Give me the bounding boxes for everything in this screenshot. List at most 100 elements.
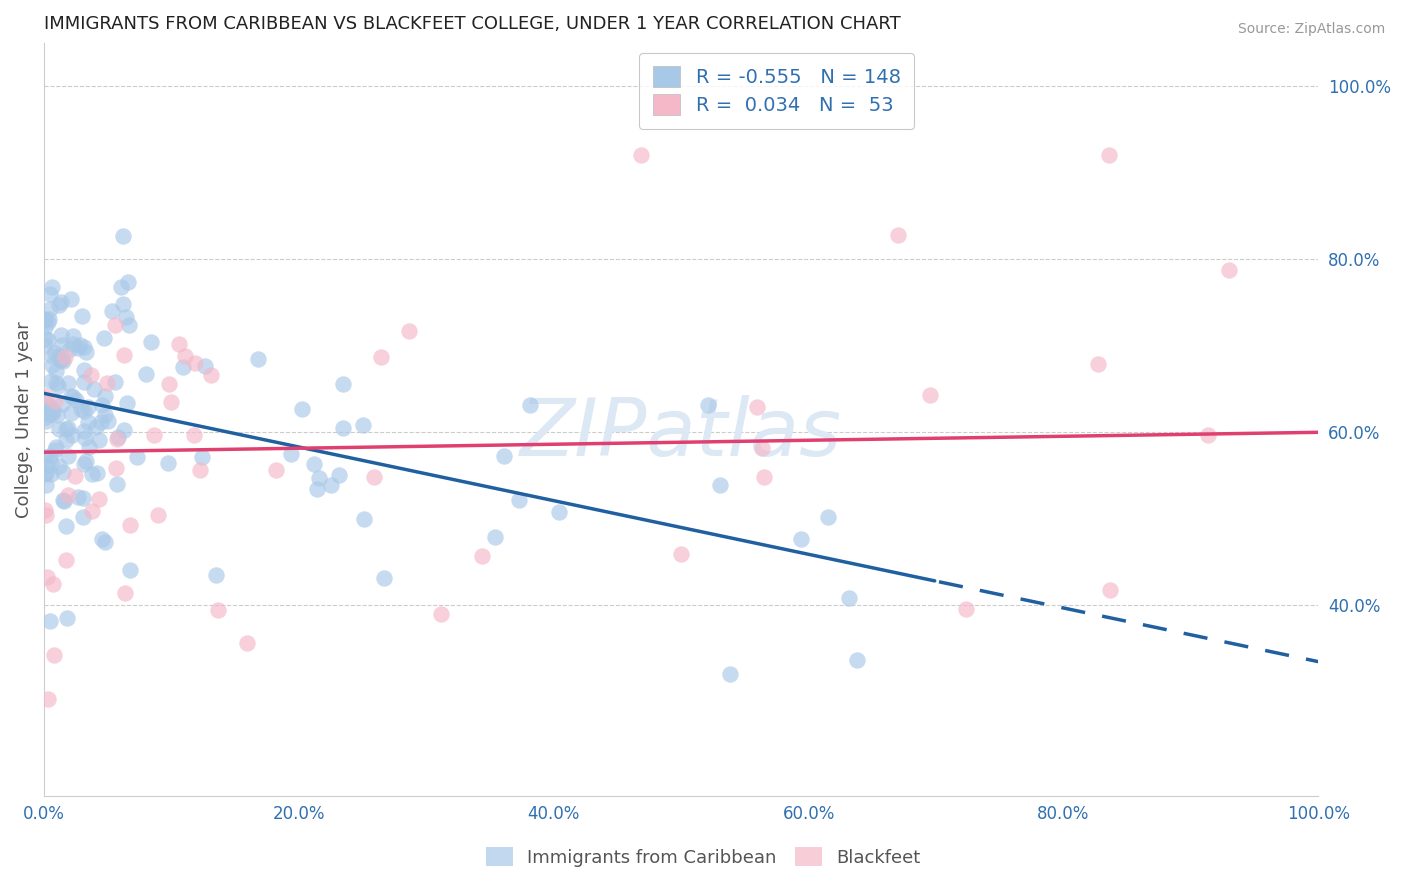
Point <box>38 302 60 317</box>
Point <box>790 532 813 546</box>
Text: Source: ZipAtlas.com: Source: ZipAtlas.com <box>1237 22 1385 37</box>
Point <box>39 374 62 388</box>
Point <box>62 328 84 343</box>
Point <box>37 333 59 347</box>
Point <box>352 418 374 433</box>
Point <box>107 430 129 444</box>
Point <box>200 368 222 383</box>
Point <box>56 421 79 435</box>
Point <box>80 504 103 518</box>
Point <box>84 419 107 434</box>
Point <box>44 394 66 409</box>
Point <box>34 467 56 482</box>
Point <box>39 614 62 628</box>
Point <box>34 311 56 326</box>
Point <box>235 636 257 650</box>
Point <box>630 148 652 162</box>
Point <box>156 456 179 470</box>
Point <box>141 334 163 349</box>
Point <box>44 442 66 457</box>
Point <box>307 483 329 497</box>
Point <box>76 400 98 414</box>
Point <box>83 382 105 396</box>
Point <box>332 421 354 435</box>
Point <box>34 337 56 351</box>
Point <box>41 349 63 363</box>
Point <box>72 340 94 354</box>
Point <box>58 488 80 502</box>
Point <box>127 450 149 464</box>
Point <box>321 478 343 492</box>
Point <box>35 458 58 473</box>
Point <box>86 466 108 480</box>
Point <box>34 313 56 327</box>
Point <box>90 532 112 546</box>
Point <box>39 467 62 482</box>
Point <box>77 441 100 455</box>
Point <box>65 392 87 407</box>
Point <box>37 402 59 417</box>
Point <box>37 570 59 584</box>
Point <box>117 275 139 289</box>
Point <box>41 358 63 372</box>
Point <box>51 492 73 507</box>
Point <box>167 336 190 351</box>
Point <box>48 349 70 363</box>
Point <box>52 354 75 368</box>
Point <box>398 324 420 338</box>
Legend: R = -0.555   N = 148, R =  0.034   N =  53: R = -0.555 N = 148, R = 0.034 N = 53 <box>640 53 914 129</box>
Point <box>35 409 58 424</box>
Point <box>45 364 67 378</box>
Point <box>49 294 72 309</box>
Point <box>69 337 91 351</box>
Point <box>35 478 58 492</box>
Point <box>751 442 773 456</box>
Point <box>72 491 94 506</box>
Point <box>280 447 302 461</box>
Point <box>73 424 96 438</box>
Point <box>53 350 76 364</box>
Point <box>59 292 82 306</box>
Point <box>548 506 571 520</box>
Point <box>363 469 385 483</box>
Point <box>55 519 77 533</box>
Point <box>60 406 83 420</box>
Text: ZIPatlas: ZIPatlas <box>520 395 842 474</box>
Point <box>63 468 86 483</box>
Point <box>34 320 56 334</box>
Point <box>146 508 169 523</box>
Point <box>183 356 205 370</box>
Point <box>48 459 70 474</box>
Point <box>484 530 506 544</box>
Point <box>519 398 541 412</box>
Point <box>45 440 67 454</box>
Point <box>87 492 110 507</box>
Point <box>308 470 330 484</box>
Point <box>34 331 56 345</box>
Point <box>93 535 115 549</box>
Point <box>73 376 96 390</box>
Point <box>39 456 62 470</box>
Point <box>353 512 375 526</box>
Y-axis label: College, Under 1 year: College, Under 1 year <box>15 321 32 517</box>
Point <box>183 428 205 442</box>
Point <box>90 415 112 429</box>
Point <box>172 360 194 375</box>
Point <box>37 314 59 328</box>
Point <box>75 431 97 445</box>
Point <box>97 414 120 428</box>
Point <box>96 376 118 390</box>
Point <box>55 552 77 566</box>
Point <box>104 318 127 333</box>
Point <box>205 568 228 582</box>
Point <box>328 467 350 482</box>
Point <box>34 450 56 465</box>
Point <box>1087 357 1109 371</box>
Point <box>39 287 62 301</box>
Point <box>34 503 56 517</box>
Point <box>696 398 718 412</box>
Point <box>508 493 530 508</box>
Legend: Immigrants from Caribbean, Blackfeet: Immigrants from Caribbean, Blackfeet <box>478 840 928 874</box>
Point <box>51 352 73 367</box>
Point <box>41 407 63 421</box>
